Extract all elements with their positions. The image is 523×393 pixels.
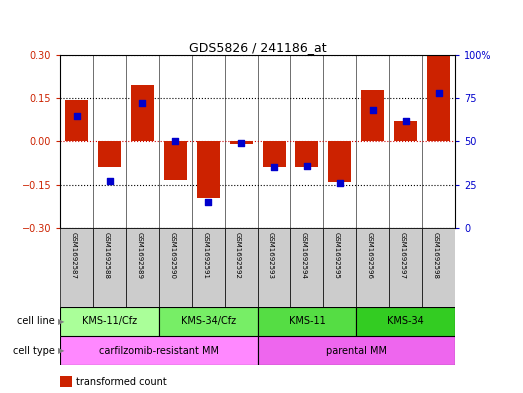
Point: [105, 178, 113, 184]
Bar: [65, 100, 88, 141]
Point: [402, 118, 410, 124]
Bar: [93, 228, 126, 307]
Bar: [98, 141, 121, 167]
Bar: [257, 228, 290, 307]
Text: KMS-34: KMS-34: [387, 316, 424, 326]
Bar: [60, 336, 257, 365]
Bar: [197, 141, 220, 198]
Bar: [389, 228, 422, 307]
Point: [72, 112, 81, 119]
Bar: [225, 228, 257, 307]
Bar: [295, 141, 319, 167]
Text: GSM1692591: GSM1692591: [202, 232, 208, 279]
Bar: [356, 228, 389, 307]
Text: cell line: cell line: [17, 316, 55, 326]
Text: GSM1692593: GSM1692593: [268, 232, 274, 279]
Bar: [328, 141, 351, 182]
Bar: [60, 228, 93, 307]
Bar: [60, 307, 159, 336]
Text: carfilzomib-resistant MM: carfilzomib-resistant MM: [99, 346, 219, 356]
Bar: [159, 228, 192, 307]
Bar: [263, 141, 286, 167]
Text: ▶: ▶: [58, 346, 64, 355]
Title: GDS5826 / 241186_at: GDS5826 / 241186_at: [189, 41, 326, 54]
Bar: [323, 228, 356, 307]
Bar: [257, 307, 356, 336]
Bar: [131, 85, 154, 141]
Bar: [192, 228, 225, 307]
Bar: [290, 228, 323, 307]
Text: GSM1692592: GSM1692592: [235, 232, 241, 279]
Text: KMS-11/Cfz: KMS-11/Cfz: [82, 316, 137, 326]
Text: GSM1692597: GSM1692597: [400, 232, 406, 279]
Point: [171, 138, 179, 145]
Text: transformed count: transformed count: [76, 376, 167, 387]
Text: parental MM: parental MM: [326, 346, 387, 356]
Bar: [257, 336, 455, 365]
Bar: [356, 307, 455, 336]
Text: ▶: ▶: [58, 317, 64, 326]
Bar: [422, 228, 455, 307]
Text: cell type: cell type: [13, 346, 55, 356]
Bar: [159, 307, 257, 336]
Bar: [427, 57, 450, 141]
Text: GSM1692594: GSM1692594: [301, 232, 307, 279]
Text: KMS-34/Cfz: KMS-34/Cfz: [180, 316, 236, 326]
Point: [237, 140, 245, 146]
Point: [270, 164, 278, 171]
Point: [204, 199, 212, 205]
Text: GSM1692596: GSM1692596: [367, 232, 373, 279]
Bar: [361, 90, 384, 141]
Text: GSM1692587: GSM1692587: [71, 232, 76, 279]
Point: [336, 180, 344, 186]
Text: GSM1692598: GSM1692598: [433, 232, 439, 279]
Bar: [164, 141, 187, 180]
Text: GSM1692590: GSM1692590: [169, 232, 175, 279]
Point: [369, 107, 377, 114]
Point: [435, 90, 443, 96]
Text: GSM1692588: GSM1692588: [104, 232, 109, 279]
Bar: [230, 141, 253, 144]
Text: GSM1692595: GSM1692595: [334, 232, 340, 279]
Point: [138, 100, 146, 107]
Text: KMS-11: KMS-11: [289, 316, 325, 326]
Point: [303, 163, 311, 169]
Bar: [394, 121, 417, 141]
Text: GSM1692589: GSM1692589: [137, 232, 142, 279]
Bar: [126, 228, 159, 307]
